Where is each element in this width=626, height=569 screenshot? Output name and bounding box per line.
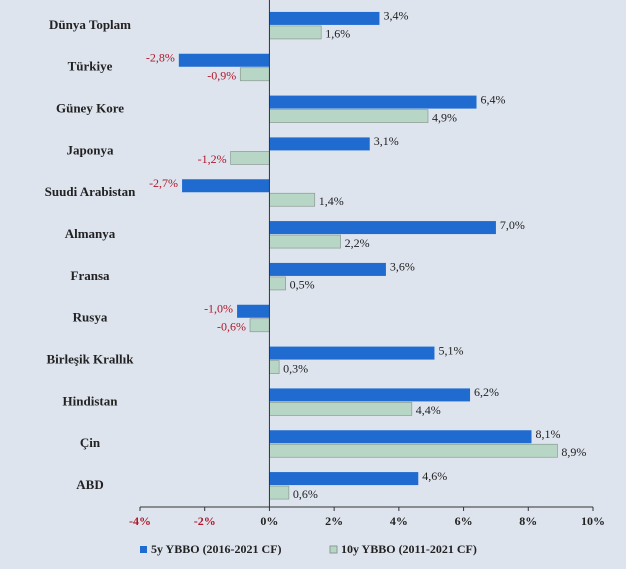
category-label: ABD: [76, 477, 103, 492]
category-label: Rusya: [73, 310, 108, 325]
bar: [269, 262, 386, 276]
bar: [269, 276, 286, 291]
bar: [269, 388, 471, 402]
data-label: 0,3%: [283, 361, 308, 375]
data-label: 1,4%: [319, 194, 344, 208]
data-label: 6,4%: [481, 92, 506, 106]
data-label: 6,2%: [474, 385, 499, 399]
category-label: Türkiye: [68, 59, 113, 74]
legend-label: 10y YBBO (2011-2021 CF): [341, 542, 477, 556]
bar: [269, 95, 477, 109]
x-tick-label: -4%: [129, 514, 151, 528]
bar: [178, 53, 270, 67]
x-tick-label: 4%: [390, 514, 408, 528]
data-label: -1,0%: [204, 302, 233, 316]
data-label: 3,4%: [383, 9, 408, 23]
data-label: 3,6%: [390, 260, 415, 274]
data-label: 0,6%: [293, 487, 318, 501]
category-label: Hindistan: [63, 393, 119, 408]
data-label: -0,6%: [217, 320, 246, 334]
data-label: -2,7%: [149, 176, 178, 190]
data-label: 4,9%: [432, 110, 457, 124]
legend-swatch: [329, 545, 338, 554]
data-label: -1,2%: [198, 152, 227, 166]
x-tick-label: 2%: [325, 514, 343, 528]
category-label: Japonya: [67, 142, 114, 157]
x-tick-label: -2%: [194, 514, 216, 528]
bar: [182, 179, 270, 193]
bar: [269, 11, 380, 25]
data-label: 4,4%: [416, 403, 441, 417]
bar: [269, 402, 413, 416]
data-label: -2,8%: [146, 51, 175, 65]
bar: [269, 137, 370, 151]
data-label: 3,1%: [374, 134, 399, 148]
data-label: 4,6%: [422, 469, 447, 483]
x-tick-label: 6%: [455, 514, 473, 528]
bar: [269, 192, 316, 207]
data-label: 8,9%: [561, 445, 586, 459]
bar: [269, 472, 419, 486]
category-label: Dünya Toplam: [49, 17, 131, 32]
x-tick-label: 8%: [519, 514, 537, 528]
bar: [269, 485, 290, 500]
category-label: Fransa: [71, 268, 111, 283]
data-label: 0,5%: [290, 278, 315, 292]
bar: [239, 67, 270, 82]
bar: [269, 360, 280, 374]
data-label: -0,9%: [207, 69, 236, 83]
bar: [237, 304, 270, 318]
bar: [269, 443, 558, 458]
data-label: 1,6%: [325, 27, 350, 41]
data-label: 2,2%: [345, 236, 370, 250]
category-label: Güney Kore: [56, 101, 124, 116]
bar: [269, 109, 429, 123]
bar: [269, 25, 322, 40]
category-label: Birleşik Krallık: [46, 352, 134, 367]
legend-label: 5y YBBO (2016-2021 CF): [151, 542, 282, 556]
bar: [269, 221, 496, 235]
data-label: 8,1%: [536, 427, 561, 441]
bar: [249, 318, 270, 333]
data-label: 5,1%: [438, 343, 463, 357]
bar: [230, 151, 270, 165]
bar: [269, 346, 435, 360]
x-tick-label: 0%: [260, 514, 278, 528]
data-label: 7,0%: [500, 218, 525, 232]
category-label: Suudi Arabistan: [45, 184, 136, 199]
bar: [269, 430, 532, 444]
x-tick-label: 10%: [581, 514, 605, 528]
category-label: Çin: [80, 435, 101, 450]
legend-swatch: [140, 546, 147, 553]
bar: [269, 234, 341, 249]
category-label: Almanya: [65, 226, 116, 241]
